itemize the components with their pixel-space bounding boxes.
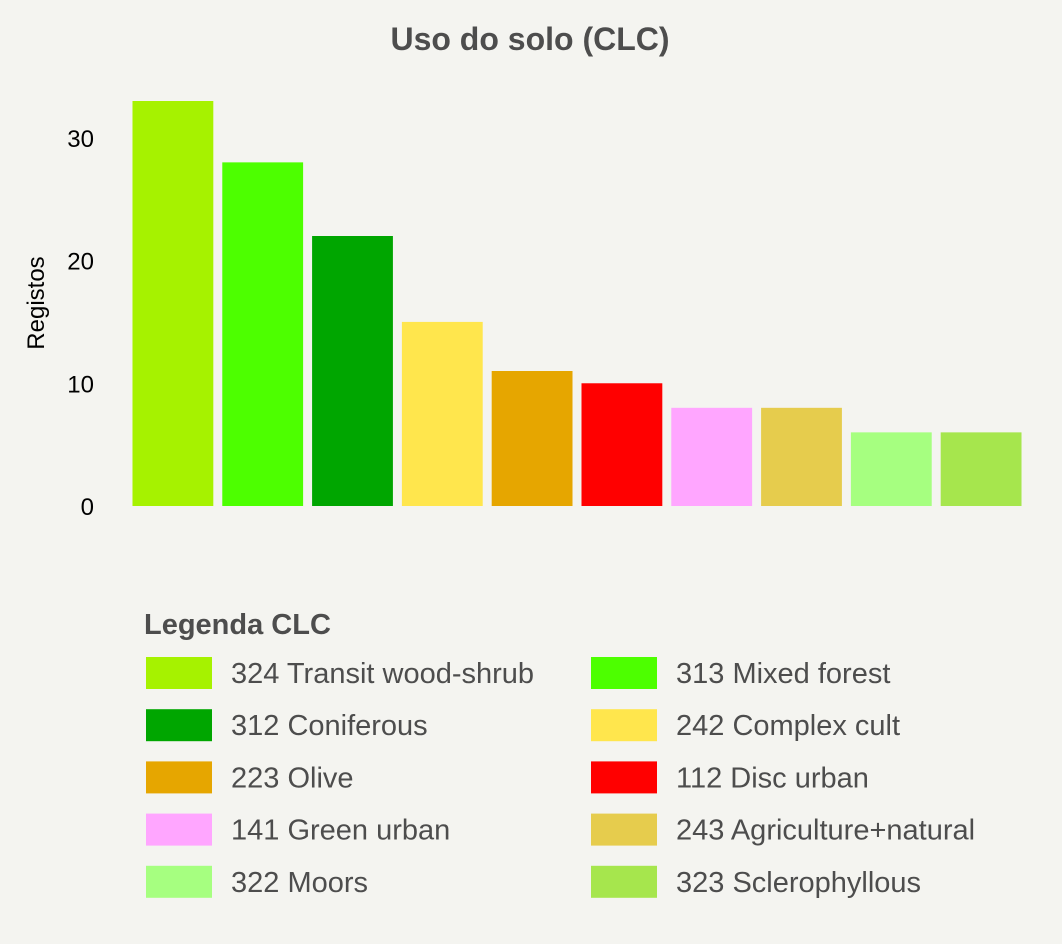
bar [312, 236, 393, 506]
legend-label: 242 Complex cult [676, 710, 900, 742]
legend-item: 322 Moors [146, 865, 368, 899]
bar [850, 432, 932, 506]
bar [761, 407, 842, 506]
legend-label: 243 Agriculture+natural [676, 815, 975, 847]
legend-label: 141 Green urban [231, 815, 450, 847]
legend-item: 312 Coniferous [146, 709, 428, 742]
bars-group [132, 101, 1022, 506]
legend-swatch [146, 761, 212, 794]
bar [401, 321, 483, 506]
legend-item: 223 Olive [146, 761, 354, 794]
legend-item: 324 Transit wood-shrub [146, 657, 534, 690]
bar [222, 162, 304, 506]
legend-item: 141 Green urban [146, 813, 450, 847]
legend-swatch [591, 657, 657, 689]
legend-label: 313 Mixed forest [676, 658, 890, 690]
legend-swatch [146, 657, 212, 689]
legend-label: 324 Transit wood-shrub [231, 658, 534, 690]
y-axis-label: Registos [23, 256, 50, 349]
legend-swatch [591, 761, 657, 794]
legend-swatch [591, 813, 657, 846]
y-axis-ticks: 0 10 20 30 [67, 126, 94, 521]
legend-label: 112 Disc urban [676, 762, 869, 794]
legend-swatch [591, 865, 657, 898]
bar [491, 371, 573, 506]
y-tick-label: 0 [81, 494, 94, 521]
bar [581, 383, 663, 506]
legend-item: 242 Complex cult [591, 709, 900, 742]
legend-label: 312 Coniferous [231, 710, 428, 742]
y-tick-label: 30 [67, 126, 94, 153]
legend-label: 323 Sclerophyllous [676, 867, 921, 899]
legend-label: 223 Olive [231, 762, 354, 794]
legend-swatch [591, 709, 657, 742]
bar [671, 407, 753, 506]
legend-swatch [146, 813, 212, 846]
legend-item: 323 Sclerophyllous [591, 865, 921, 899]
legend-item: 243 Agriculture+natural [591, 813, 975, 847]
bar [940, 432, 1022, 506]
legend-title: Legenda CLC [144, 609, 331, 641]
bar [132, 101, 214, 506]
legend: 324 Transit wood-shrub 313 Mixed forest 31… [146, 657, 975, 899]
legend-item: 112 Disc urban [591, 761, 869, 794]
legend-swatch [146, 865, 212, 898]
y-tick-label: 20 [67, 249, 94, 276]
legend-label: 322 Moors [231, 867, 368, 899]
legend-swatch [146, 709, 212, 742]
chart-title: Uso do solo (CLC) [390, 21, 669, 57]
legend-item: 313 Mixed forest [591, 657, 890, 690]
y-tick-label: 10 [67, 371, 94, 398]
